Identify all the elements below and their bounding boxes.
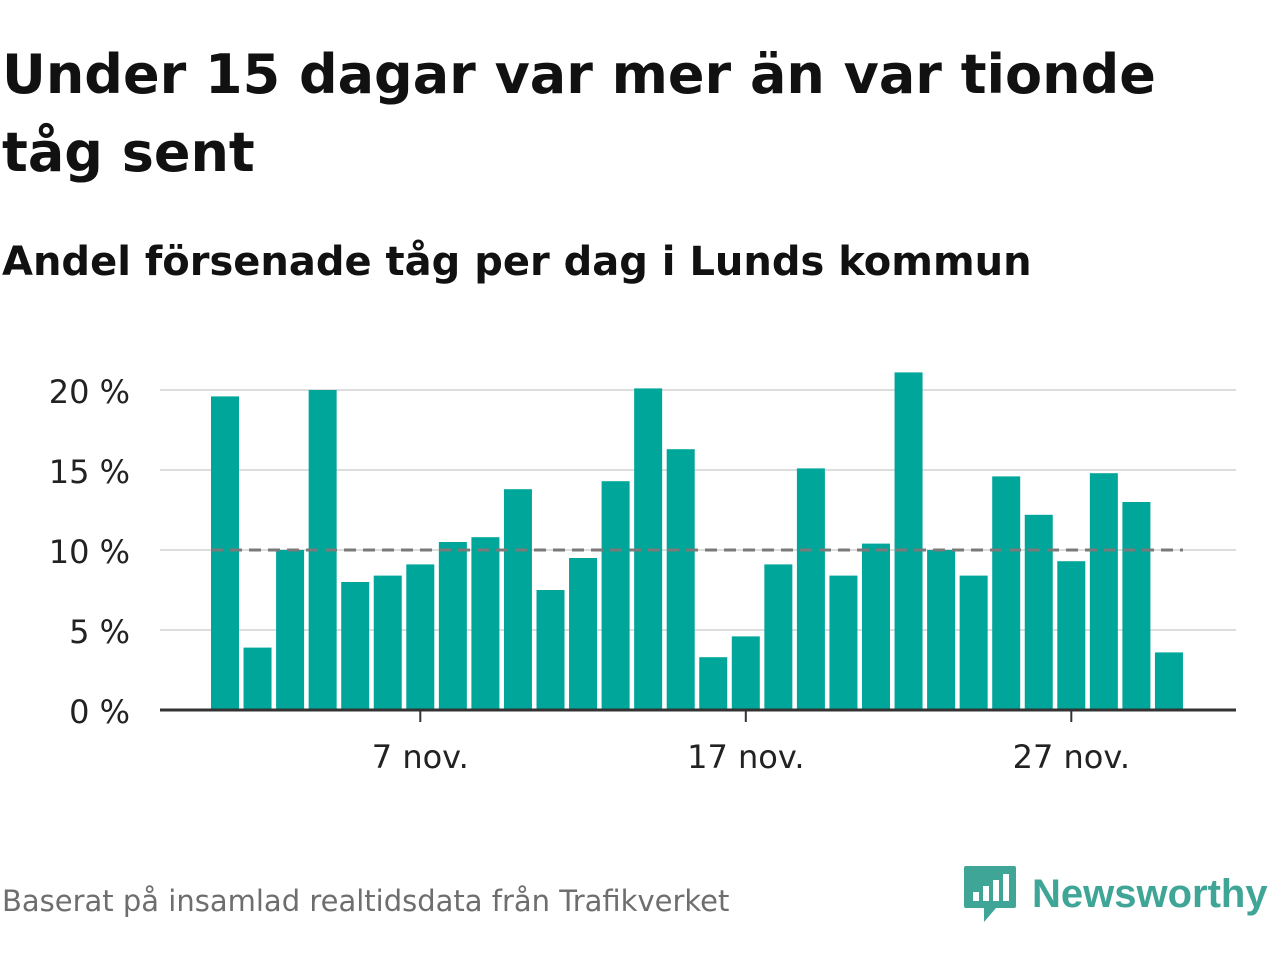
y-tick-label: 15 % <box>49 453 130 491</box>
bar <box>503 489 532 710</box>
brand-logo: Newsworthy <box>962 864 1268 924</box>
bar <box>1154 652 1183 710</box>
source-note: Baserat på insamlad realtidsdata från Tr… <box>2 884 730 918</box>
bar <box>601 481 630 710</box>
bar <box>764 564 793 710</box>
bar <box>341 582 370 710</box>
y-tick-label: 20 % <box>49 373 130 411</box>
bar <box>471 537 500 710</box>
y-tick-label: 0 % <box>69 693 130 731</box>
bar <box>406 564 435 710</box>
bar <box>438 542 467 710</box>
y-tick-label: 5 % <box>69 613 130 651</box>
bar <box>276 550 305 710</box>
newsworthy-logo-icon <box>964 866 1016 922</box>
bar-chart: 0 % 5 % 10 % 15 % 20 % 7 nov. 17 nov. 27 nov. <box>49 372 1236 776</box>
y-tick-label: 10 % <box>49 533 130 571</box>
bar <box>1024 514 1053 710</box>
bar <box>731 636 760 710</box>
bar <box>699 657 728 710</box>
bar <box>927 550 956 710</box>
bar <box>243 647 272 710</box>
x-tick-label: 7 nov. <box>372 738 469 776</box>
bar <box>536 590 565 710</box>
bar <box>894 372 923 710</box>
bar <box>569 558 598 710</box>
bar <box>1089 473 1118 710</box>
bar <box>829 575 858 710</box>
bar <box>211 396 239 710</box>
bar <box>1122 502 1151 710</box>
bar <box>796 468 825 710</box>
bar <box>959 575 988 710</box>
bar <box>666 449 695 710</box>
x-tick-label: 27 nov. <box>1013 738 1130 776</box>
bar <box>992 476 1021 710</box>
bar <box>373 575 402 710</box>
x-tick-label: 17 nov. <box>687 738 804 776</box>
brand-name: Newsworthy <box>1032 871 1268 916</box>
bar <box>1057 561 1086 710</box>
chart-title: Under 15 dagar var mer än var tionde tåg… <box>2 43 1156 184</box>
bar <box>862 543 890 710</box>
chart-subtitle: Andel försenade tåg per dag i Lunds komm… <box>2 239 1032 285</box>
